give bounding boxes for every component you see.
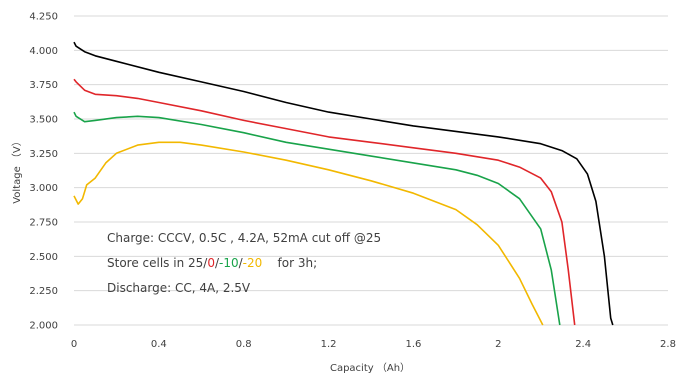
y-tick-label: 4.250 [29, 12, 58, 23]
x-axis-ticks: 0 0.4 0.8 1.2 1.6 2 2.4 2.8 [71, 339, 676, 350]
x-tick-label: 1.2 [321, 339, 337, 350]
y-tick-label: 3.500 [29, 115, 58, 126]
store-prefix: Store cells in 25 [107, 256, 203, 270]
x-tick-label: 2.4 [575, 339, 591, 350]
y-tick-label: 2.000 [29, 321, 58, 332]
series-line [73, 141, 544, 326]
y-axis-ticks: 2.000 2.250 2.500 2.750 3.000 3.250 3.500 3.750… [29, 12, 58, 332]
annotation-block: Charge: CCCV, 0.5C , 4.2A, 52mA cut off … [107, 231, 381, 295]
discharge-annotation: Discharge: CC, 4A, 2.5V [107, 281, 251, 295]
store-suffix: for 3h; [262, 256, 317, 270]
x-tick-label: 0 [71, 339, 77, 350]
gridlines [74, 15, 668, 326]
y-tick-label: 2.750 [29, 218, 58, 229]
store-temp-green: -10 [219, 256, 239, 270]
charge-annotation: Charge: CCCV, 0.5C , 4.2A, 52mA cut off … [107, 231, 381, 245]
y-tick-label: 4.000 [29, 46, 58, 57]
y-axis-title: Voltage （V） [11, 136, 23, 204]
x-tick-label: 1.6 [405, 339, 421, 350]
store-sep-1: / [203, 256, 208, 270]
series-line [73, 78, 576, 326]
x-tick-label: 0.8 [236, 339, 252, 350]
x-tick-label: 2 [495, 339, 501, 350]
x-tick-label: 0.4 [151, 339, 167, 350]
series-line [73, 111, 561, 326]
store-temp-yellow: -20 [243, 256, 263, 270]
series-line [73, 41, 614, 326]
x-axis-title: Capacity （Ah） [330, 362, 410, 374]
x-tick-label: 2.8 [660, 339, 676, 350]
y-tick-label: 3.000 [29, 183, 58, 194]
store-sep-2: / [215, 256, 220, 270]
store-temp-red: 0 [207, 256, 215, 270]
y-tick-label: 3.250 [29, 149, 58, 160]
y-tick-label: 2.500 [29, 252, 58, 263]
store-sep-3: / [239, 256, 244, 270]
y-tick-label: 3.750 [29, 80, 58, 91]
series-lines [73, 41, 614, 326]
store-annotation: Store cells in 25/0/-10/-20 for 3h; [107, 256, 317, 270]
y-tick-label: 2.250 [29, 286, 58, 297]
